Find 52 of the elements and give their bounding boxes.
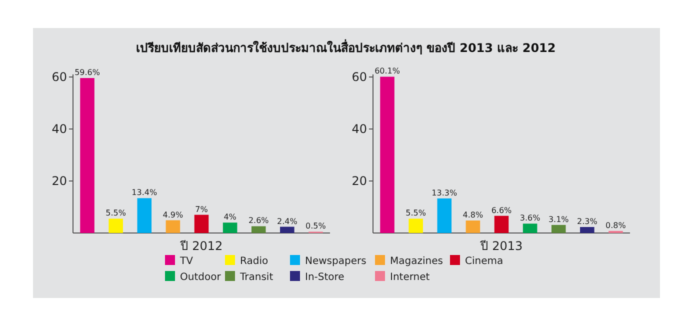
data-label: 5.5% [406,208,426,218]
bar [494,216,509,233]
y-tick-label: 60 [52,70,67,84]
bar [380,76,394,233]
legend-label: Internet [390,272,430,283]
data-label: 3.1% [548,214,570,224]
bar [437,198,452,233]
bar [280,226,294,233]
data-label: 5.5% [106,208,126,218]
data-label: 0.5% [306,222,326,231]
bar [251,226,266,233]
legend-label: Transit [239,272,274,283]
legend-label: Radio [240,256,268,267]
legend-label: TV [179,256,194,267]
data-label: 4.9% [162,210,184,220]
bar [580,227,594,233]
data-label: 0.8% [606,220,626,230]
bar [166,220,180,233]
legend-label: Cinema [465,256,504,267]
data-label: 2.6% [248,216,270,226]
chart-title: เปรียบเทียบสัดส่วนการใช้งบประมาณในสื่อประเภทต่างๆ ของปี 2013 และ 2012 [136,39,556,55]
y-tick-label: 20 [52,174,67,188]
data-label: 60.1% [374,66,400,76]
bar [408,218,423,233]
x-axis-title: ปี 2013 [479,239,523,253]
bar [551,224,566,233]
data-label: 4.8% [462,210,484,220]
bar [108,218,123,233]
legend-label: Newspapers [305,256,366,267]
y-tick-label: 20 [352,174,367,188]
data-label: 59.6% [74,68,100,78]
data-label: 2.4% [277,216,298,226]
data-label: 7% [195,204,208,214]
bar [80,78,94,233]
y-tick-label: 60 [352,70,367,84]
legend-label: In-Store [305,272,344,283]
y-tick-label: 40 [352,122,367,136]
data-label: 4% [224,212,237,222]
bar [194,214,209,233]
data-label: 2.3% [577,217,598,226]
legend-label: Magazines [390,256,443,267]
legend-label: Outdoor [180,272,222,283]
data-label: 13.3% [432,188,458,198]
bar [222,222,238,233]
bar [466,220,480,233]
y-tick-label: 40 [52,122,67,136]
data-label: 13.4% [132,188,158,198]
data-label: 6.6% [491,206,512,215]
bar [137,198,152,233]
data-label: 3.6% [520,214,541,223]
x-axis-title: ปี 2012 [179,239,223,253]
bar [522,224,538,233]
